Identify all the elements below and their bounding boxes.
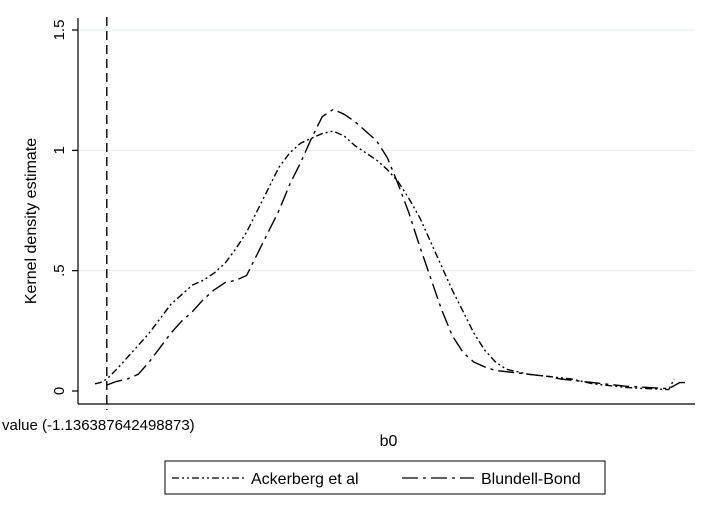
legend-label-blundell-bond: Blundell-Bond bbox=[481, 471, 581, 488]
y-tick-label: .5 bbox=[51, 264, 68, 277]
legend-label-ackerberg: Ackerberg et al bbox=[251, 471, 359, 488]
series-layer bbox=[94, 108, 685, 391]
series-line-blundell-bond bbox=[106, 108, 685, 390]
legend: Ackerberg et al Blundell-Bond bbox=[164, 460, 606, 495]
y-axis-title: Kernel density estimate bbox=[23, 138, 40, 304]
y-tick-label: 0 bbox=[51, 387, 68, 395]
grid-lines bbox=[78, 29, 695, 272]
y-axis-ticks: 0 .5 1 1.5 bbox=[51, 20, 78, 395]
y-tick-label: 1 bbox=[51, 146, 68, 154]
y-tick-label: 1.5 bbox=[51, 20, 68, 41]
x-axis-title: b0 bbox=[380, 433, 398, 450]
reference-line-label: value (-1.136387642498873) bbox=[2, 417, 195, 434]
